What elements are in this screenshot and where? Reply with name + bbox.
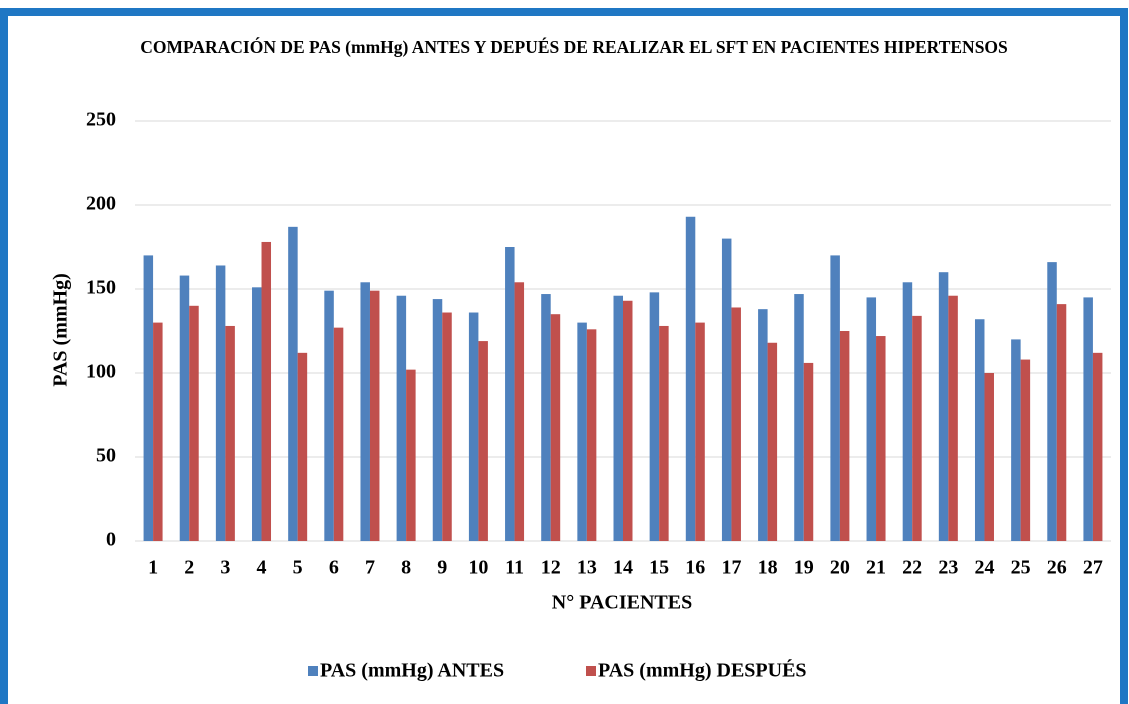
- bar: [1011, 339, 1021, 541]
- bar: [514, 282, 525, 541]
- bar: [794, 294, 804, 541]
- bar: [369, 290, 380, 541]
- bar: [586, 329, 597, 541]
- bar: [396, 295, 407, 541]
- bar: [442, 312, 452, 541]
- bar: [974, 319, 985, 541]
- x-tick-label: 22: [902, 557, 922, 579]
- bar: [261, 241, 272, 541]
- x-tick-label: 15: [649, 557, 669, 579]
- bar: [767, 342, 778, 541]
- bar: [252, 287, 262, 541]
- bar: [695, 322, 705, 541]
- x-tick-label: 23: [938, 557, 958, 579]
- bar: [902, 282, 913, 541]
- bar: [649, 292, 660, 541]
- x-tick-label: 20: [830, 557, 850, 579]
- bar: [333, 327, 344, 541]
- bar: [541, 294, 551, 541]
- x-tick-label: 18: [758, 557, 778, 579]
- x-tick-label: 7: [365, 557, 375, 579]
- bar: [758, 309, 768, 541]
- x-tick-label: 17: [721, 557, 741, 579]
- bar: [577, 322, 587, 541]
- x-tick-label: 3: [220, 557, 230, 579]
- x-tick-label: 19: [794, 557, 814, 579]
- bar: [623, 300, 633, 541]
- bar: [215, 265, 226, 541]
- bar: [685, 216, 696, 541]
- x-tick-label: 13: [577, 557, 597, 579]
- bar: [324, 290, 334, 541]
- y-tick-label: 200: [86, 193, 116, 215]
- bar: [830, 255, 840, 541]
- bar: [659, 325, 669, 541]
- x-tick-label: 27: [1083, 557, 1103, 579]
- x-tick-label: 8: [401, 557, 411, 579]
- x-tick-label: 2: [184, 557, 194, 579]
- bar: [406, 369, 416, 541]
- bar: [432, 299, 443, 541]
- frame: [0, 8, 1128, 704]
- bar: [360, 282, 370, 541]
- bar: [179, 275, 190, 541]
- x-tick-label: 25: [1011, 557, 1031, 579]
- chart-title: COMPARACIÓN DE PAS (mmHg) ANTES Y DEPUÉS…: [140, 37, 1008, 57]
- x-tick-label: 26: [1047, 557, 1067, 579]
- x-tick-label: 1: [148, 557, 158, 579]
- bar: [153, 322, 163, 541]
- bar: [1020, 359, 1031, 541]
- bar: [297, 352, 308, 541]
- bar: [721, 238, 732, 541]
- bar: [505, 247, 515, 541]
- x-tick-label: 11: [505, 557, 524, 579]
- legend-label: PAS (mmHg) DESPUÉS: [598, 659, 807, 682]
- x-tick-label: 10: [468, 557, 488, 579]
- bar: [478, 341, 488, 541]
- bar: [613, 295, 623, 541]
- bar: [876, 336, 886, 541]
- x-tick-label: 9: [437, 557, 447, 579]
- legend-swatch: [308, 666, 318, 676]
- bar: [984, 373, 994, 541]
- y-axis-label: PAS (mmHg): [50, 273, 72, 387]
- y-tick-label: 150: [86, 277, 116, 299]
- bar: [1056, 304, 1067, 541]
- legend-label: PAS (mmHg) ANTES: [320, 660, 504, 682]
- bar: [1083, 297, 1093, 541]
- x-tick-label: 5: [293, 557, 303, 579]
- bar: [1092, 352, 1103, 541]
- bar: [803, 362, 814, 541]
- y-tick-label: 50: [96, 445, 116, 467]
- bar: [550, 314, 561, 541]
- y-tick-label: 100: [86, 361, 116, 383]
- bar: [468, 312, 479, 541]
- bar: [866, 297, 877, 541]
- x-tick-label: 4: [257, 557, 267, 579]
- x-tick-label: 24: [974, 557, 994, 579]
- bar: [143, 255, 154, 541]
- x-tick-label: 21: [866, 557, 886, 579]
- legend-swatch: [586, 666, 596, 676]
- bar: [1047, 262, 1057, 541]
- x-tick-label: 6: [329, 557, 339, 579]
- x-tick-label: 12: [541, 557, 561, 579]
- bar: [189, 305, 199, 541]
- bar: [225, 325, 235, 541]
- x-tick-label: 14: [613, 557, 633, 579]
- bar: [839, 331, 850, 541]
- bar: [948, 295, 958, 541]
- y-tick-label: 0: [106, 529, 116, 551]
- bar: [912, 315, 922, 541]
- bar: [938, 272, 949, 541]
- y-tick-label: 250: [86, 109, 116, 131]
- x-tick-label: 16: [685, 557, 705, 579]
- bar: [731, 307, 741, 541]
- bar: [288, 226, 298, 541]
- x-axis-label: N° PACIENTES: [552, 592, 692, 614]
